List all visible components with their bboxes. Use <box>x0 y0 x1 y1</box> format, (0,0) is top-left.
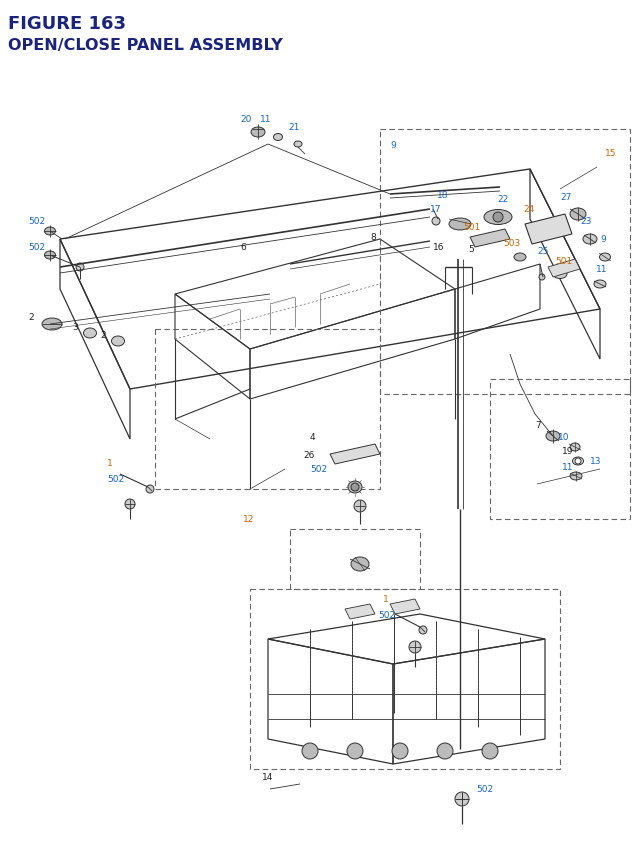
Text: 23: 23 <box>580 217 591 226</box>
Text: 502: 502 <box>310 465 327 474</box>
Text: 502: 502 <box>476 784 493 794</box>
Text: 5: 5 <box>468 245 474 254</box>
Text: 501: 501 <box>463 223 480 232</box>
Ellipse shape <box>45 228 56 236</box>
Text: 11: 11 <box>596 265 607 274</box>
Circle shape <box>575 458 581 464</box>
Circle shape <box>419 626 427 635</box>
Text: 502: 502 <box>28 242 45 251</box>
Ellipse shape <box>45 251 56 260</box>
Circle shape <box>539 275 545 281</box>
Text: 7: 7 <box>535 420 541 429</box>
Ellipse shape <box>570 473 582 480</box>
Text: 27: 27 <box>560 193 572 202</box>
Text: 9: 9 <box>390 140 396 149</box>
Ellipse shape <box>553 270 567 279</box>
Text: 9: 9 <box>600 235 605 245</box>
Circle shape <box>146 486 154 493</box>
Text: 502: 502 <box>107 475 124 484</box>
Circle shape <box>455 792 469 806</box>
Circle shape <box>354 500 366 512</box>
Ellipse shape <box>83 329 97 338</box>
Text: 26: 26 <box>303 450 314 459</box>
Text: 12: 12 <box>243 515 254 523</box>
Ellipse shape <box>294 142 302 148</box>
Ellipse shape <box>484 210 512 226</box>
Text: 2: 2 <box>100 331 106 340</box>
Text: 16: 16 <box>433 243 445 252</box>
Circle shape <box>437 743 453 759</box>
Ellipse shape <box>570 208 586 220</box>
Text: 11: 11 <box>562 462 573 471</box>
Polygon shape <box>390 599 420 614</box>
Text: 3: 3 <box>72 323 77 332</box>
Text: 1: 1 <box>383 595 388 604</box>
Text: 19: 19 <box>562 447 573 456</box>
Ellipse shape <box>583 235 597 245</box>
Circle shape <box>493 213 503 223</box>
Ellipse shape <box>573 457 584 466</box>
Text: 20: 20 <box>240 115 252 124</box>
Ellipse shape <box>273 134 282 141</box>
Circle shape <box>392 743 408 759</box>
Circle shape <box>302 743 318 759</box>
Circle shape <box>125 499 135 510</box>
Text: 13: 13 <box>590 457 602 466</box>
Text: 8: 8 <box>370 233 376 242</box>
Text: 24: 24 <box>523 205 534 214</box>
Text: 14: 14 <box>262 772 273 782</box>
Circle shape <box>351 483 359 492</box>
Text: 15: 15 <box>605 148 616 158</box>
Polygon shape <box>470 230 510 248</box>
Ellipse shape <box>351 557 369 572</box>
Ellipse shape <box>111 337 125 347</box>
Text: 2: 2 <box>28 313 34 321</box>
Text: OPEN/CLOSE PANEL ASSEMBLY: OPEN/CLOSE PANEL ASSEMBLY <box>8 38 283 53</box>
Text: 17: 17 <box>430 205 442 214</box>
Polygon shape <box>345 604 375 619</box>
Ellipse shape <box>570 443 580 451</box>
Text: 11: 11 <box>260 115 271 124</box>
Ellipse shape <box>449 219 471 231</box>
Text: 18: 18 <box>437 190 449 199</box>
Text: 22: 22 <box>497 195 508 204</box>
Text: 503: 503 <box>503 239 520 248</box>
Ellipse shape <box>594 281 606 288</box>
Circle shape <box>76 263 84 272</box>
Text: FIGURE 163: FIGURE 163 <box>8 15 126 33</box>
Circle shape <box>482 743 498 759</box>
Ellipse shape <box>42 319 62 331</box>
Polygon shape <box>548 260 580 278</box>
Ellipse shape <box>348 481 362 493</box>
Polygon shape <box>330 444 380 464</box>
Text: 21: 21 <box>288 123 300 133</box>
Ellipse shape <box>546 431 560 442</box>
Text: 25: 25 <box>537 247 548 257</box>
Text: 10: 10 <box>558 432 570 441</box>
Text: 502: 502 <box>378 610 395 620</box>
Ellipse shape <box>251 127 265 138</box>
Text: 1: 1 <box>107 458 113 467</box>
Ellipse shape <box>600 254 611 262</box>
Text: 501: 501 <box>555 257 572 266</box>
Text: 4: 4 <box>310 432 316 441</box>
Polygon shape <box>525 214 572 245</box>
Circle shape <box>347 743 363 759</box>
Text: 502: 502 <box>28 217 45 226</box>
Circle shape <box>432 218 440 226</box>
Circle shape <box>409 641 421 653</box>
Text: 6: 6 <box>240 243 246 252</box>
Ellipse shape <box>514 254 526 262</box>
